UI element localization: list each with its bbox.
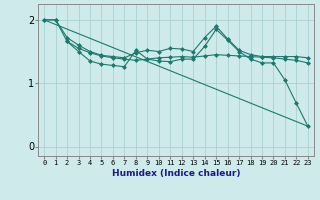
X-axis label: Humidex (Indice chaleur): Humidex (Indice chaleur) <box>112 169 240 178</box>
